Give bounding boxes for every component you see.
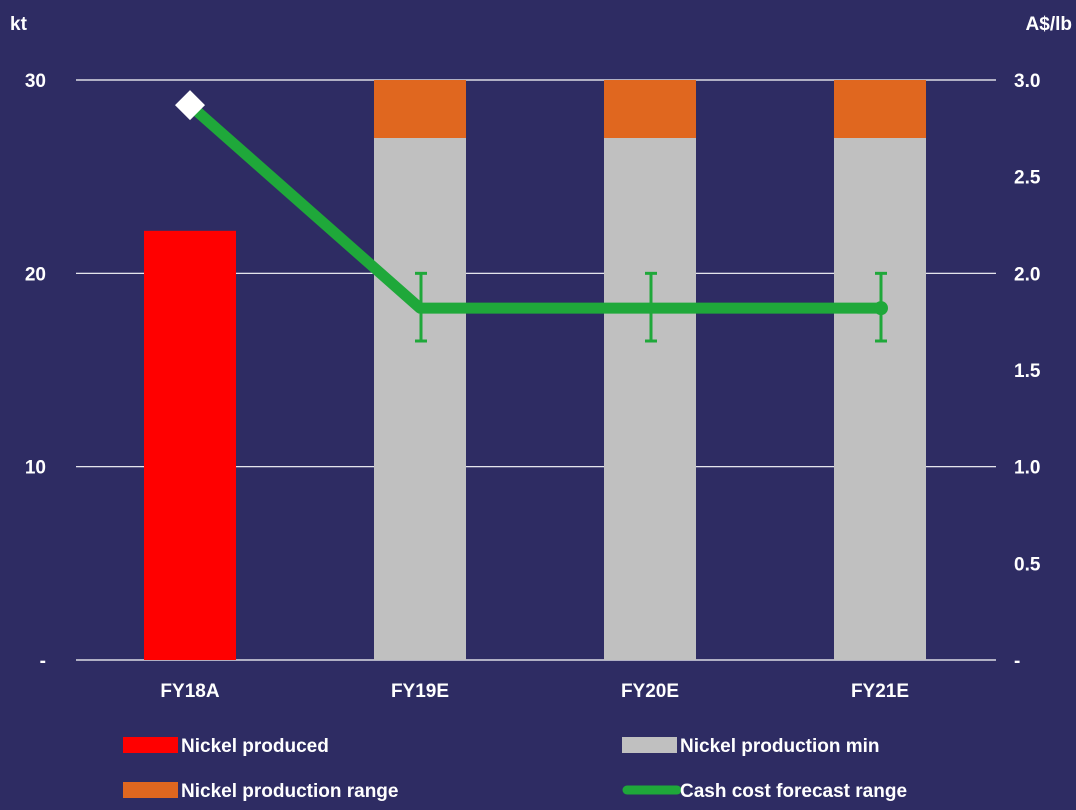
left-tick-label: 30: [25, 71, 46, 92]
legend-item: Cash cost forecast range: [622, 781, 907, 802]
cash-cost-error-bar: [415, 271, 427, 343]
right-tick-label: 3.0: [1014, 71, 1040, 92]
legend-swatch: [123, 782, 178, 798]
legend-label: Nickel production min: [680, 736, 880, 757]
cash-cost-actual-marker: [175, 90, 205, 121]
left-tick-label: -: [40, 651, 46, 672]
bar-nickel-production-min: [374, 138, 466, 660]
left-tick-label: 10: [25, 458, 46, 479]
bar-nickel-production-range: [834, 80, 926, 138]
right-axis: - 0.5 1.0 1.5 2.0 2.5 3.0: [1014, 71, 1041, 672]
cash-cost-error-bar: [875, 271, 887, 343]
bar-nickel-production-min: [834, 138, 926, 660]
x-tick-label: FY18A: [160, 681, 219, 702]
bars: [144, 80, 926, 661]
left-axis-unit: kt: [10, 14, 28, 35]
bar-nickel-production-min: [604, 138, 696, 660]
legend-label: Nickel production range: [181, 781, 398, 802]
right-tick-label: 1.5: [1014, 361, 1041, 382]
legend-swatch: [123, 737, 178, 753]
legend-item: Nickel production min: [622, 736, 880, 757]
legend-item: Nickel production range: [123, 781, 398, 802]
cash-cost-line-path: [186, 101, 880, 314]
bar-nickel-production-range: [604, 80, 696, 138]
left-axis: - 10 20 30: [25, 71, 46, 672]
bar-nickel-produced: [144, 230, 236, 661]
right-tick-label: 1.0: [1014, 458, 1040, 479]
cash-cost-error-bar: [645, 271, 657, 343]
legend-item: Nickel produced: [123, 736, 329, 757]
x-axis: FY18A FY19E FY20E FY21E: [160, 681, 909, 702]
legend: Nickel produced Nickel production min Nick…: [123, 736, 907, 802]
x-tick-label: FY20E: [621, 681, 679, 702]
cash-cost-line: [175, 90, 888, 343]
right-tick-label: 2.5: [1014, 168, 1041, 189]
right-tick-label: 2.0: [1014, 264, 1040, 285]
left-tick-label: 20: [25, 264, 46, 285]
x-tick-label: FY19E: [391, 681, 449, 702]
legend-label: Nickel produced: [181, 736, 329, 757]
right-tick-label: 0.5: [1014, 554, 1041, 575]
right-axis-unit: A$/lb: [1026, 14, 1072, 35]
legend-swatch: [622, 737, 677, 753]
right-tick-label: -: [1014, 651, 1020, 672]
legend-label: Cash cost forecast range: [680, 781, 907, 802]
x-tick-label: FY21E: [851, 681, 909, 702]
bar-nickel-production-range: [374, 80, 466, 138]
